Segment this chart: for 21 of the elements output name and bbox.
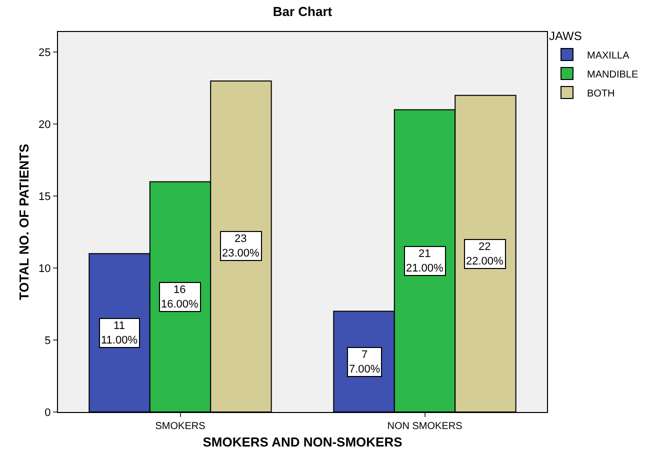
y-tick-label: 20 <box>38 118 51 131</box>
legend-label: MAXILLA <box>587 50 630 62</box>
y-tick-label: 5 <box>44 334 51 347</box>
y-axis-title: TOTAL NO. OF PATIENTS <box>16 144 32 300</box>
data-label: 22 22.00% <box>466 241 504 268</box>
y-tick-label: 0 <box>44 406 51 419</box>
legend-title: JAWS <box>549 29 582 43</box>
data-label: 21 21.00% <box>406 248 444 274</box>
y-tick-label: 10 <box>38 262 51 275</box>
chart-title: Bar Chart <box>272 4 333 19</box>
x-tick-label: NON SMOKERS <box>387 421 463 432</box>
legend-label: MANDIBLE <box>587 69 638 80</box>
data-label: 11 11.00% <box>101 320 138 346</box>
data-label: 23 23.00% <box>222 233 260 260</box>
y-tick-label: 15 <box>38 190 51 203</box>
x-tick-label: SMOKERS <box>155 421 206 432</box>
data-label: 7 7.00% <box>349 349 380 376</box>
y-tick-label: 25 <box>38 47 51 59</box>
legend-label: BOTH <box>587 88 615 100</box>
x-axis-title: SMOKERS AND NON-SMOKERS <box>202 434 403 450</box>
data-label: 16 16.00% <box>161 284 199 310</box>
